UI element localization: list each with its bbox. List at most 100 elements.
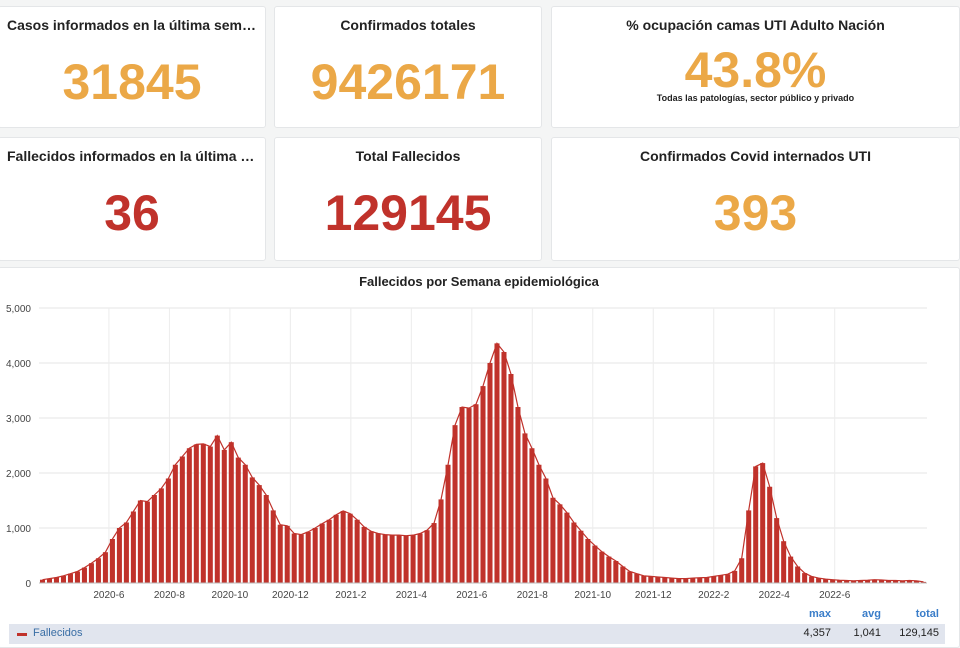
bar[interactable] <box>900 580 906 583</box>
bar[interactable] <box>599 551 605 583</box>
bar[interactable] <box>389 535 395 583</box>
legend-header-avg[interactable]: avg <box>862 608 881 620</box>
legend-row-fallecidos[interactable]: Fallecidos 4,357 1,041 129,145 <box>9 624 945 644</box>
bar[interactable] <box>319 523 325 583</box>
bar[interactable] <box>865 580 871 583</box>
bar[interactable] <box>242 464 248 583</box>
bar[interactable] <box>858 580 864 583</box>
bar[interactable] <box>172 464 178 583</box>
bar[interactable] <box>151 495 157 583</box>
bar[interactable] <box>158 488 164 583</box>
bar[interactable] <box>95 558 101 583</box>
bar[interactable] <box>536 464 542 583</box>
bar[interactable] <box>592 545 598 583</box>
bar[interactable] <box>452 425 458 583</box>
bar[interactable] <box>60 575 66 583</box>
bar[interactable] <box>795 566 801 584</box>
bar[interactable] <box>53 577 59 584</box>
bar[interactable] <box>249 477 255 583</box>
bar[interactable] <box>382 534 388 583</box>
legend-header-total[interactable]: total <box>915 608 939 620</box>
bar[interactable] <box>67 573 73 583</box>
bar[interactable] <box>214 435 220 583</box>
bar[interactable] <box>515 407 521 583</box>
bar[interactable] <box>74 571 80 583</box>
bar[interactable] <box>179 456 185 584</box>
bar[interactable] <box>739 558 745 583</box>
bar[interactable] <box>522 433 528 583</box>
bar[interactable] <box>340 510 346 583</box>
bar[interactable] <box>361 526 367 583</box>
bar[interactable] <box>438 499 444 583</box>
bar[interactable] <box>802 573 808 583</box>
legend-series-name[interactable]: Fallecidos <box>33 627 83 639</box>
bar[interactable] <box>788 556 794 583</box>
bar[interactable] <box>676 578 682 583</box>
bar[interactable] <box>312 528 318 583</box>
bar[interactable] <box>130 511 136 584</box>
bar[interactable] <box>494 343 500 583</box>
bar[interactable] <box>123 522 129 584</box>
bar[interactable] <box>431 523 437 583</box>
bar[interactable] <box>585 539 591 583</box>
bar[interactable] <box>326 519 332 583</box>
bar[interactable] <box>480 386 486 583</box>
bar[interactable] <box>669 578 675 583</box>
bar[interactable] <box>760 463 766 583</box>
bar[interactable] <box>186 448 192 583</box>
bar[interactable] <box>424 530 430 583</box>
bar[interactable] <box>809 576 815 583</box>
bar[interactable] <box>347 513 353 583</box>
bar[interactable] <box>144 501 150 583</box>
bar[interactable] <box>543 478 549 584</box>
bar[interactable] <box>473 404 479 583</box>
bar[interactable] <box>375 533 381 584</box>
bar[interactable] <box>354 519 360 583</box>
bar[interactable] <box>893 580 899 583</box>
bar[interactable] <box>459 407 465 583</box>
bar[interactable] <box>872 579 878 583</box>
bar[interactable] <box>662 577 668 584</box>
bar[interactable] <box>298 534 304 583</box>
bar[interactable] <box>333 514 339 583</box>
bar[interactable] <box>410 535 416 583</box>
bar[interactable] <box>774 518 780 583</box>
bar[interactable] <box>39 579 46 583</box>
bar[interactable] <box>270 510 276 583</box>
bar[interactable] <box>816 578 822 583</box>
bar[interactable] <box>403 535 409 583</box>
bar[interactable] <box>920 581 927 583</box>
bar[interactable] <box>711 576 717 583</box>
bar[interactable] <box>417 533 423 584</box>
bar[interactable] <box>641 575 647 583</box>
bar[interactable] <box>529 448 535 583</box>
bar[interactable] <box>557 504 563 583</box>
bar[interactable] <box>235 457 241 583</box>
bar[interactable] <box>102 552 108 583</box>
bar[interactable] <box>578 530 584 583</box>
bar[interactable] <box>655 576 661 583</box>
bar[interactable] <box>732 570 738 583</box>
bar[interactable] <box>88 563 94 583</box>
bar[interactable] <box>368 531 374 583</box>
bar[interactable] <box>683 578 689 583</box>
bar[interactable] <box>466 408 472 583</box>
bar[interactable] <box>851 580 857 583</box>
bar[interactable] <box>501 352 507 583</box>
bar[interactable] <box>913 580 920 583</box>
bar[interactable] <box>571 522 577 584</box>
bar[interactable] <box>221 449 227 583</box>
bar[interactable] <box>487 363 493 583</box>
bar[interactable] <box>550 497 556 583</box>
bar[interactable] <box>830 579 836 583</box>
bar[interactable] <box>648 576 654 583</box>
bar[interactable] <box>837 580 843 583</box>
bar[interactable] <box>256 485 262 583</box>
bar[interactable] <box>263 495 269 583</box>
bar[interactable] <box>109 539 115 583</box>
bar[interactable] <box>844 580 850 583</box>
bar[interactable] <box>200 443 206 583</box>
bar[interactable] <box>634 573 640 583</box>
bar[interactable] <box>277 524 283 583</box>
bar[interactable] <box>613 561 619 583</box>
